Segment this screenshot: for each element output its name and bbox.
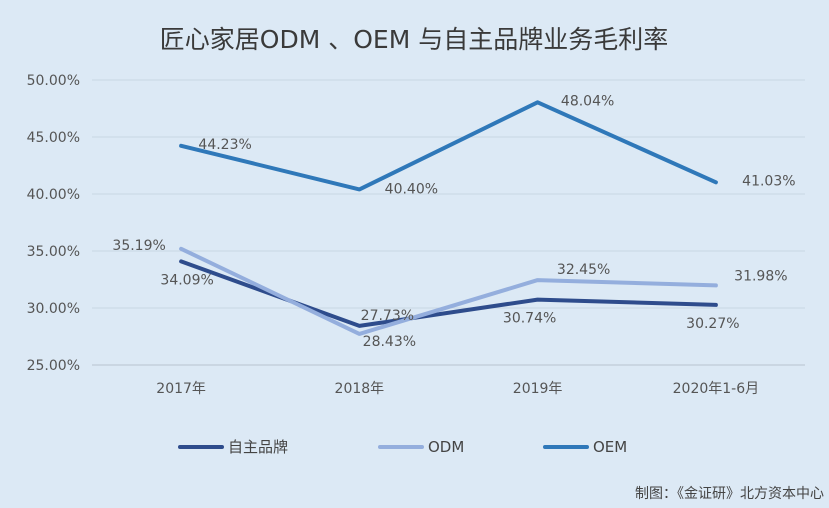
- legend-label: ODM: [428, 438, 464, 456]
- x-tick-label: 2020年1-6月: [673, 381, 760, 397]
- x-tick-label: 2019年: [513, 381, 563, 397]
- series-line-OEM: [179, 100, 718, 192]
- x-axis-ticks: 2017年 2018年 2019年 2020年1-6月: [156, 381, 759, 397]
- data-label: 44.23%: [198, 137, 251, 153]
- data-label: 35.19%: [112, 238, 165, 254]
- data-labels: 34.09% 28.43% 30.74% 30.27% 35.19% 27.73% 32.4…: [112, 93, 795, 350]
- y-tick-label: 35.00%: [27, 244, 80, 260]
- data-label: 34.09%: [160, 272, 213, 288]
- y-tick-label: 50.00%: [27, 73, 80, 89]
- series-line-ODM: [179, 246, 718, 336]
- gridlines: [92, 79, 805, 366]
- data-label: 41.03%: [742, 173, 795, 189]
- source-credit: 制图：《金证研》北方资本中心: [635, 486, 824, 502]
- y-tick-label: 45.00%: [27, 130, 80, 146]
- data-label: 30.27%: [686, 316, 739, 332]
- legend-label: 自主品牌: [228, 438, 288, 456]
- x-tick-label: 2017年: [156, 381, 206, 397]
- y-tick-label: 25.00%: [27, 358, 80, 374]
- y-axis-ticks: 25.00% 30.00% 35.00% 40.00% 45.00% 50.00%: [27, 73, 80, 374]
- data-label: 40.40%: [385, 181, 438, 197]
- data-label: 31.98%: [734, 268, 787, 284]
- data-label: 32.45%: [557, 262, 610, 278]
- legend: 自主品牌 ODM OEM: [178, 438, 627, 456]
- chart-title: 匠心家居ODM 、OEM 与自主品牌业务毛利率: [160, 25, 668, 54]
- series-lines: [179, 100, 718, 336]
- data-label: 48.04%: [561, 93, 614, 109]
- x-tick-label: 2018年: [335, 381, 385, 397]
- data-label: 30.74%: [503, 311, 556, 327]
- data-label: 28.43%: [363, 334, 416, 350]
- y-tick-label: 40.00%: [27, 187, 80, 203]
- series-line-自主品牌: [179, 259, 718, 328]
- y-tick-label: 30.00%: [27, 301, 80, 317]
- data-label: 27.73%: [361, 308, 414, 324]
- legend-label: OEM: [593, 438, 627, 456]
